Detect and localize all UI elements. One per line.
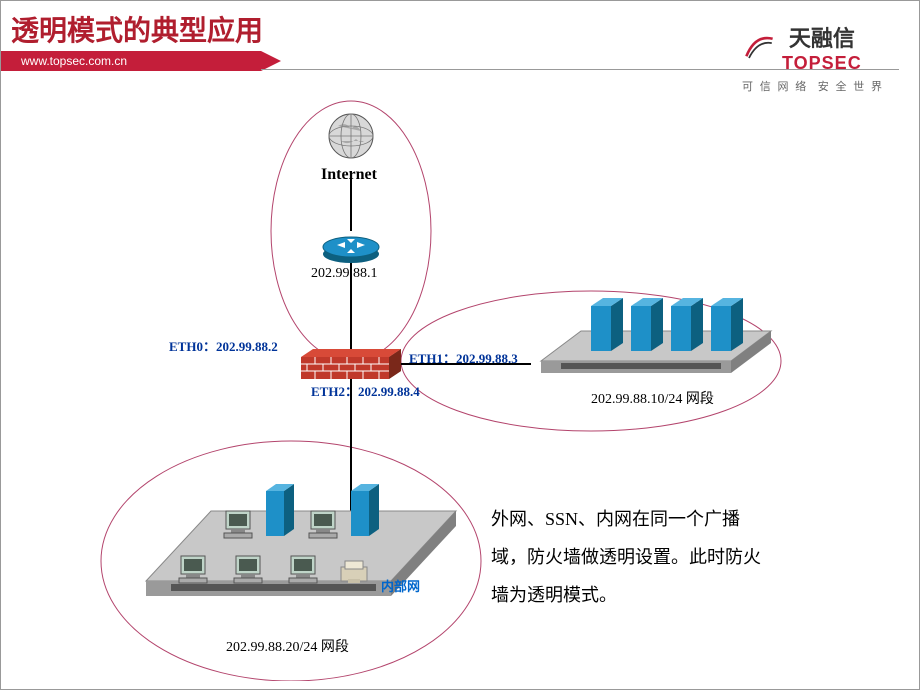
page-title: 透明模式的典型应用 xyxy=(11,9,263,49)
eth2-label: ETH2：202.99.88.4 xyxy=(311,381,420,400)
logo-swoosh-icon xyxy=(742,30,777,65)
page-header: 透明模式的典型应用 xyxy=(11,9,263,49)
logo-en-text: TOPSEC xyxy=(782,53,862,74)
eth1-label: ETH1：202.99.88.3 xyxy=(409,348,518,367)
internet-label: Internet xyxy=(321,166,377,184)
lan-net-label: 内部网 xyxy=(381,576,420,595)
diagram-caption: 外网、SSN、内网在同一个广播域，防火墙做透明设置。此时防火墙为透明模式。 xyxy=(491,501,771,614)
url-bar: www.topsec.com.cn xyxy=(1,51,261,71)
network-diagram: Internet 202.99.88.1 xyxy=(1,81,920,681)
lan-segment-label: 202.99.88.20/24 网段 xyxy=(226,636,349,656)
router-ip-label: 202.99.88.1 xyxy=(311,266,378,282)
eth0-label: ETH0：202.99.88.2 xyxy=(169,336,278,355)
servers-segment-label: 202.99.88.10/24 网段 xyxy=(591,388,714,408)
logo-cn-text: 天融信 xyxy=(782,21,862,53)
logo-top-row: 天融信 TOPSEC xyxy=(742,21,884,74)
